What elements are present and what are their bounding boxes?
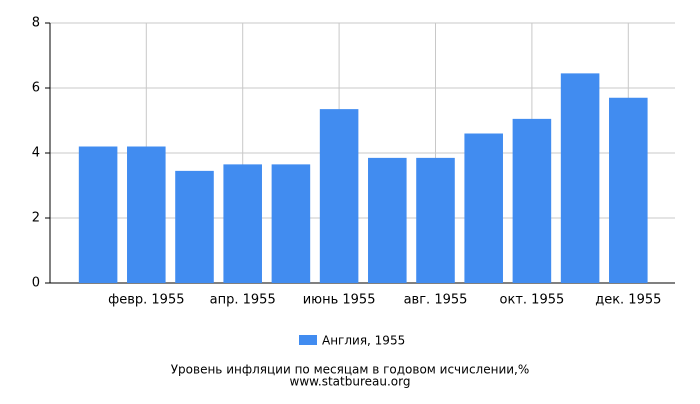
x-tick-label: апр. 1955 bbox=[210, 293, 276, 308]
y-tick-label: 2 bbox=[32, 211, 40, 226]
bar bbox=[319, 109, 359, 283]
chart-title: Уровень инфляции по месяцам в годовом ис… bbox=[171, 363, 530, 377]
bar bbox=[78, 146, 118, 283]
y-tick-label: 4 bbox=[32, 146, 40, 161]
bar bbox=[368, 157, 407, 283]
bar bbox=[560, 73, 600, 283]
bar bbox=[512, 118, 552, 283]
bar bbox=[175, 170, 214, 283]
y-tick-label: 8 bbox=[32, 16, 40, 31]
bar bbox=[127, 146, 166, 283]
legend-swatch bbox=[299, 335, 317, 345]
y-tick-label: 6 bbox=[32, 81, 40, 96]
bar bbox=[464, 133, 503, 283]
x-tick-label: окт. 1955 bbox=[500, 293, 565, 308]
bar bbox=[609, 97, 648, 283]
legend-label: Англия, 1955 bbox=[322, 334, 405, 348]
bar bbox=[416, 157, 455, 283]
source: www.statbureau.org bbox=[290, 375, 411, 389]
x-tick-label: февр. 1955 bbox=[108, 293, 184, 308]
x-tick-label: дек. 1955 bbox=[595, 293, 661, 308]
x-tick-label: июнь 1955 bbox=[303, 293, 376, 308]
bar bbox=[271, 164, 311, 283]
x-tick-label: авг. 1955 bbox=[404, 293, 468, 308]
bar bbox=[223, 164, 262, 283]
y-tick-label: 0 bbox=[32, 276, 40, 291]
